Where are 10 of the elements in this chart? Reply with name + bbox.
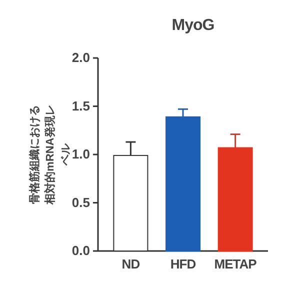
x-tick-label: HFD bbox=[170, 256, 196, 272]
x-tick-label: ND bbox=[122, 256, 140, 272]
y-tick-label: 0.0 bbox=[72, 243, 90, 258]
x-tick-label: METAP bbox=[214, 256, 258, 272]
y-tick-label: 2.0 bbox=[72, 50, 90, 66]
y-tick-label: 1.0 bbox=[72, 146, 90, 162]
y-tick-label: 0.5 bbox=[72, 194, 90, 210]
y-axis-title: 骨格筋組織における相対的mRNA発現レベル bbox=[28, 104, 72, 206]
y-tick-label: 1.5 bbox=[72, 98, 90, 114]
chart-title: MyoG bbox=[172, 17, 214, 34]
